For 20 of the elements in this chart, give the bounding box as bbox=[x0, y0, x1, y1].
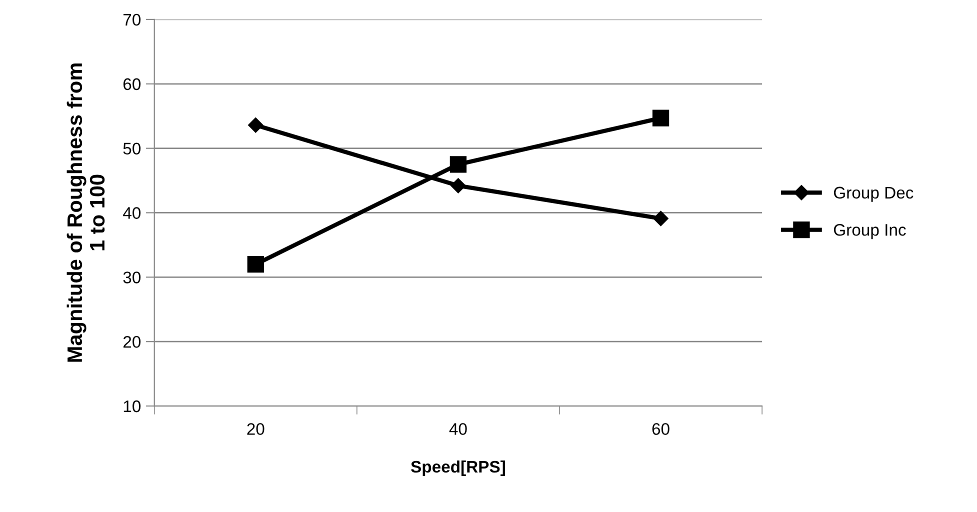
point bbox=[450, 156, 467, 173]
y-tick-label: 70 bbox=[123, 14, 141, 26]
x-tick-label: 40 bbox=[449, 423, 467, 435]
point bbox=[247, 256, 264, 273]
point bbox=[248, 118, 264, 133]
x-axis-title: Speed[RPS] bbox=[411, 460, 505, 476]
point bbox=[653, 210, 668, 226]
x-tick-label: 60 bbox=[652, 423, 670, 435]
y-tick-label: 60 bbox=[123, 78, 141, 90]
y-tick-label: 30 bbox=[123, 272, 141, 284]
y-axis-title: Magnitude of Roughness from 1 to 100 bbox=[66, 64, 105, 362]
point bbox=[450, 178, 466, 194]
x-tick-label: 20 bbox=[247, 423, 264, 435]
y-tick-label: 10 bbox=[124, 400, 141, 412]
point bbox=[652, 110, 670, 126]
y-tick-label: 40 bbox=[123, 207, 141, 219]
legend-label: Group Inc bbox=[834, 224, 906, 240]
y-tick-label: 20 bbox=[123, 336, 141, 348]
legend-label: Group Dec bbox=[834, 186, 914, 202]
y-tick-label: 50 bbox=[123, 142, 141, 155]
